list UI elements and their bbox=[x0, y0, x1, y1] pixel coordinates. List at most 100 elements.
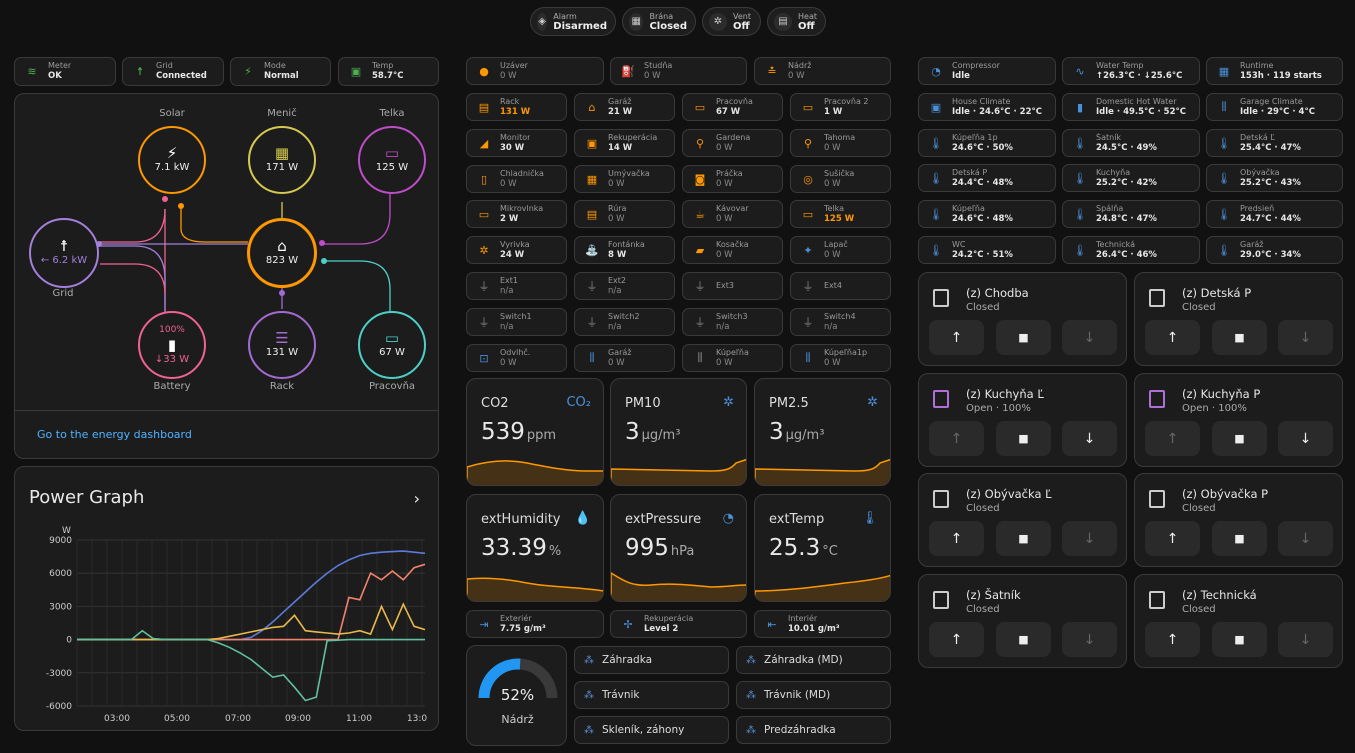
device-tile-ku-pel-n-a1p[interactable]: ⫼ Kúpeľňa1p 0 W bbox=[790, 344, 891, 372]
cover-card-z-chodba[interactable]: (z) Chodba Closed ↑ ■ ↓ bbox=[918, 272, 1127, 366]
stop-button[interactable]: ■ bbox=[1212, 320, 1267, 355]
device-tile-telka[interactable]: ▭ Telka 125 W bbox=[790, 200, 891, 228]
device-tile-sus-ic-ka[interactable]: ◎ Sušička 0 W bbox=[790, 165, 891, 193]
device-tile-odvlhc[interactable]: ⊡ Odvlhč. 0 W bbox=[466, 344, 567, 372]
climate-tile-spa-ln-a[interactable]: 🌡 Spálňa 24.8°C · 47% bbox=[1062, 200, 1200, 228]
open-button[interactable]: ↑ bbox=[1145, 521, 1200, 556]
climate-tile-runtime[interactable]: ▦ Runtime 153h · 119 starts bbox=[1206, 57, 1343, 85]
mode-tile[interactable]: ⚡ Mode Normal bbox=[230, 57, 331, 86]
device-tile-ka-vovar[interactable]: ☕ Kávovar 0 W bbox=[682, 200, 783, 228]
open-button[interactable]: ↑ bbox=[929, 421, 984, 456]
sprinkler-travnik-md[interactable]: ⁂ Trávnik (MD) bbox=[736, 681, 891, 709]
close-button[interactable]: ↓ bbox=[1278, 521, 1333, 556]
device-tile-pra-c-ka[interactable]: ◙ Práčka 0 W bbox=[682, 165, 783, 193]
device-tile-ru-ra[interactable]: ▤ Rúra 0 W bbox=[574, 200, 675, 228]
device-tile-mikrovlnka[interactable]: ▭ Mikrovlnka 2 W bbox=[466, 200, 567, 228]
close-button[interactable]: ↓ bbox=[1062, 521, 1117, 556]
battery-node[interactable]: 100% ▮ ↓33 W bbox=[138, 311, 206, 379]
cover-card-z-kuchyn-a-p[interactable]: (z) Kuchyňa P Open · 100% ↑ ■ ↓ bbox=[1134, 373, 1343, 467]
close-button[interactable]: ↓ bbox=[1278, 421, 1333, 456]
device-tile-ku-pel-n-a[interactable]: ⫼ Kúpeľňa 0 W bbox=[682, 344, 783, 372]
gate-pill[interactable]: ▦ Brána Closed bbox=[622, 7, 696, 36]
interior-humidity-tile[interactable]: ⇤ Interiér 10.01 g/m³ bbox=[754, 610, 891, 638]
grid-node[interactable]: ☨ ← 6.2 kW bbox=[29, 218, 99, 288]
cover-card-z-oby-vac-ka-l[interactable]: (z) Obývačka Ľ Closed ↑ ■ ↓ bbox=[918, 473, 1127, 567]
climate-tile-predsien[interactable]: 🌡 Predsieň 24.7°C · 44% bbox=[1206, 200, 1343, 228]
grid-tile[interactable]: ☨ Grid Connected bbox=[122, 57, 224, 86]
sensor-card-exthumidity[interactable]: extHumidity 33.39% 💧 bbox=[466, 494, 604, 602]
device-tile-ext1[interactable]: ⏚ Ext1 n/a bbox=[466, 272, 567, 300]
climate-tile-oby-vac-ka[interactable]: 🌡 Obývačka 25.2°C · 43% bbox=[1206, 164, 1343, 192]
vent-pill[interactable]: ✲ Vent Off bbox=[702, 7, 761, 36]
stop-button[interactable]: ■ bbox=[996, 622, 1051, 657]
device-tile-lapac[interactable]: ✦ Lapač 0 W bbox=[790, 236, 891, 264]
rack-node[interactable]: ☰ 131 W bbox=[248, 311, 316, 379]
cover-card-z-detska-p[interactable]: (z) Detská P Closed ↑ ■ ↓ bbox=[1134, 272, 1343, 366]
solar-node[interactable]: ⚡ 7.1 kW bbox=[138, 126, 206, 194]
climate-tile-gara-z[interactable]: 🌡 Garáž 29.0°C · 34% bbox=[1206, 236, 1343, 264]
device-tile-kosac-ka[interactable]: ▰ Kosačka 0 W bbox=[682, 236, 783, 264]
tv-node[interactable]: ▭ 125 W bbox=[358, 126, 426, 194]
open-button[interactable]: ↑ bbox=[929, 622, 984, 657]
close-button[interactable]: ↓ bbox=[1062, 421, 1117, 456]
cover-card-z-kuchyn-a-l[interactable]: (z) Kuchyňa Ľ Open · 100% ↑ ■ ↓ bbox=[918, 373, 1127, 467]
device-tile-uza-ver[interactable]: ● Uzáver 0 W bbox=[466, 57, 604, 85]
exterior-humidity-tile[interactable]: ⇥ Exteriér 7.75 g/m³ bbox=[466, 610, 604, 638]
inverter-node[interactable]: ▦ 171 W bbox=[248, 126, 316, 194]
device-tile-switch2[interactable]: ⏚ Switch2 n/a bbox=[574, 308, 675, 336]
climate-tile-s-atni-k[interactable]: 🌡 Šatník 24.5°C · 49% bbox=[1062, 129, 1200, 157]
home-node[interactable]: ⌂ 823 W bbox=[247, 218, 317, 288]
climate-tile-ku-pel-n-a[interactable]: 🌡 Kúpeľňa 24.6°C · 48% bbox=[918, 200, 1056, 228]
device-tile-switch1[interactable]: ⏚ Switch1 n/a bbox=[466, 308, 567, 336]
recuperation-tile[interactable]: ✢ Rekuperácia Level 2 bbox=[610, 610, 747, 638]
open-button[interactable]: ↑ bbox=[1145, 421, 1200, 456]
stop-button[interactable]: ■ bbox=[1212, 421, 1267, 456]
cover-card-z-technicka[interactable]: (z) Technická Closed ↑ ■ ↓ bbox=[1134, 574, 1343, 668]
climate-tile-detska-p[interactable]: 🌡 Detská P 24.4°C · 48% bbox=[918, 164, 1056, 192]
climate-tile-house-climate[interactable]: ▣ House Climate Idle · 24.6°C · 22°C bbox=[918, 93, 1056, 121]
sprinkler-travnik[interactable]: ⁂ Trávnik bbox=[574, 681, 729, 709]
cover-card-z-s-atni-k[interactable]: (z) Šatník Closed ↑ ■ ↓ bbox=[918, 574, 1127, 668]
sensor-card-pm2-5[interactable]: PM2.5 3 µg/m³ ✲ bbox=[754, 378, 891, 486]
climate-tile-water-temp[interactable]: ∿ Water Temp ↑26.3°C · ↓25.6°C bbox=[1062, 57, 1200, 85]
device-tile-gara-z[interactable]: ⌂ Garáž 21 W bbox=[574, 93, 675, 121]
device-tile-rekupera-cia[interactable]: ▣ Rekuperácia 14 W bbox=[574, 129, 675, 157]
device-tile-fonta-nka[interactable]: ⛲ Fontánka 8 W bbox=[574, 236, 675, 264]
close-button[interactable]: ↓ bbox=[1278, 320, 1333, 355]
sprinkler-zahradka[interactable]: ⁂ Záhradka bbox=[574, 646, 729, 674]
heat-pill[interactable]: ▤ Heat Off bbox=[767, 7, 826, 36]
stop-button[interactable]: ■ bbox=[996, 421, 1051, 456]
open-button[interactable]: ↑ bbox=[1145, 622, 1200, 657]
sprinkler-predzahradka[interactable]: ⁂ Predzáhradka bbox=[736, 716, 891, 744]
stop-button[interactable]: ■ bbox=[1212, 622, 1267, 657]
device-tile-switch3[interactable]: ⏚ Switch3 n/a bbox=[682, 308, 783, 336]
climate-tile-domestic-hot-water[interactable]: ▮ Domestic Hot Water Idle · 49.5°C · 52°C bbox=[1062, 93, 1200, 121]
energy-dashboard-link[interactable]: Go to the energy dashboard bbox=[37, 428, 192, 441]
stop-button[interactable]: ■ bbox=[996, 521, 1051, 556]
climate-tile-garage-climate[interactable]: ⫼ Garage Climate Idle · 29°C · 4°C bbox=[1206, 93, 1343, 121]
sprinkler-sklenik[interactable]: ⁂ Skleník, záhony bbox=[574, 716, 729, 744]
cover-card-z-oby-vac-ka-p[interactable]: (z) Obývačka P Closed ↑ ■ ↓ bbox=[1134, 473, 1343, 567]
device-tile-chladnic-ka[interactable]: ▯ Chladnička 0 W bbox=[466, 165, 567, 193]
device-tile-vyrivka[interactable]: ✲ Vyrivka 24 W bbox=[466, 236, 567, 264]
sensor-card-extpressure[interactable]: extPressure 995 hPa ◔ bbox=[610, 494, 747, 602]
device-tile-pracovn-a[interactable]: ▭ Pracovňa 67 W bbox=[682, 93, 783, 121]
open-button[interactable]: ↑ bbox=[929, 320, 984, 355]
tank-gauge-card[interactable]: 52% Nádrž bbox=[466, 645, 567, 746]
climate-tile-technicka[interactable]: 🌡 Technická 26.4°C · 46% bbox=[1062, 236, 1200, 264]
device-tile-ext2[interactable]: ⏚ Ext2 n/a bbox=[574, 272, 675, 300]
meter-tile[interactable]: ≋ Meter OK bbox=[14, 57, 116, 86]
sensor-card-co2[interactable]: CO2 539 ppm CO₂ bbox=[466, 378, 604, 486]
climate-tile-ku-pel-n-a-1p[interactable]: 🌡 Kúpeľňa 1p 24.6°C · 50% bbox=[918, 129, 1056, 157]
device-tile-gara-z[interactable]: ⫼ Garáž 0 W bbox=[574, 344, 675, 372]
open-button[interactable]: ↑ bbox=[929, 521, 984, 556]
device-tile-umy-vac-ka[interactable]: ▦ Umývačka 0 W bbox=[574, 165, 675, 193]
stop-button[interactable]: ■ bbox=[996, 320, 1051, 355]
sprinkler-zahradka-md[interactable]: ⁂ Záhradka (MD) bbox=[736, 646, 891, 674]
office-node[interactable]: ▭ 67 W bbox=[358, 311, 426, 379]
sensor-card-pm10[interactable]: PM10 3 µg/m³ ✲ bbox=[610, 378, 747, 486]
climate-tile-kuchyn-a[interactable]: 🌡 Kuchyňa 25.2°C · 42% bbox=[1062, 164, 1200, 192]
alarm-pill[interactable]: ◈ Alarm Disarmed bbox=[530, 7, 616, 36]
climate-tile-compressor[interactable]: ◔ Compressor Idle bbox=[918, 57, 1056, 85]
